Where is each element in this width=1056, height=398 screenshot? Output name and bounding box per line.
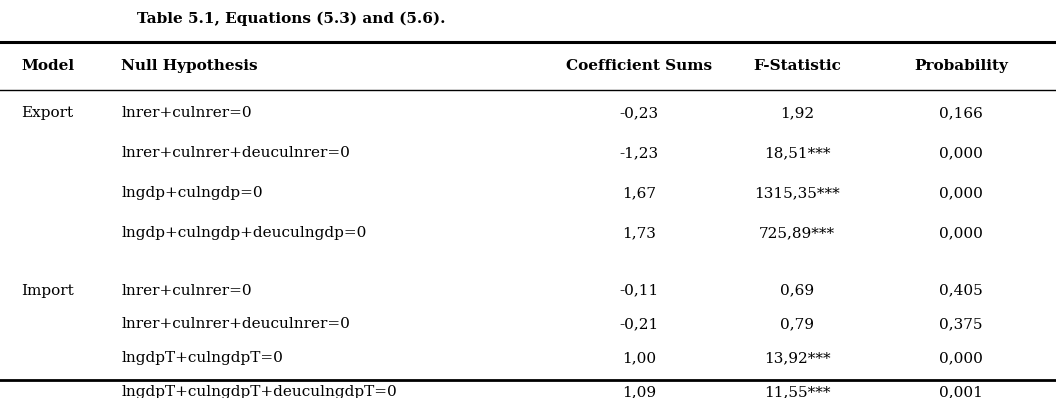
Text: 0,000: 0,000 bbox=[939, 186, 983, 200]
Text: lnrer+culnrer+deuculnrer=0: lnrer+culnrer+deuculnrer=0 bbox=[121, 146, 351, 160]
Text: 0,405: 0,405 bbox=[939, 283, 983, 298]
Text: 1,00: 1,00 bbox=[622, 351, 656, 365]
Text: 1315,35***: 1315,35*** bbox=[754, 186, 841, 200]
Text: 725,89***: 725,89*** bbox=[759, 226, 835, 240]
Text: Model: Model bbox=[21, 59, 74, 73]
Text: lngdpT+culngdpT=0: lngdpT+culngdpT=0 bbox=[121, 351, 283, 365]
Text: 0,000: 0,000 bbox=[939, 226, 983, 240]
Text: 0,001: 0,001 bbox=[939, 385, 983, 398]
Text: 1,09: 1,09 bbox=[622, 385, 656, 398]
Text: 1,73: 1,73 bbox=[622, 226, 656, 240]
Text: Probability: Probability bbox=[914, 59, 1007, 73]
Text: -1,23: -1,23 bbox=[619, 146, 659, 160]
Text: Table 5.1, Equations (5.3) and (5.6).: Table 5.1, Equations (5.3) and (5.6). bbox=[137, 12, 446, 26]
Text: lnrer+culnrer=0: lnrer+culnrer=0 bbox=[121, 283, 252, 298]
Text: lngdpT+culngdpT+deuculngdpT=0: lngdpT+culngdpT+deuculngdpT=0 bbox=[121, 385, 397, 398]
Text: -0,23: -0,23 bbox=[619, 106, 659, 121]
Text: -0,11: -0,11 bbox=[619, 283, 659, 298]
Text: Export: Export bbox=[21, 106, 73, 121]
Text: lnrer+culnrer+deuculnrer=0: lnrer+culnrer+deuculnrer=0 bbox=[121, 317, 351, 332]
Text: -0,21: -0,21 bbox=[619, 317, 659, 332]
Text: Coefficient Sums: Coefficient Sums bbox=[566, 59, 712, 73]
Text: 1,67: 1,67 bbox=[622, 186, 656, 200]
Text: 0,79: 0,79 bbox=[780, 317, 814, 332]
Text: 18,51***: 18,51*** bbox=[765, 146, 830, 160]
Text: Import: Import bbox=[21, 283, 74, 298]
Text: 13,92***: 13,92*** bbox=[763, 351, 831, 365]
Text: lngdp+culngdp=0: lngdp+culngdp=0 bbox=[121, 186, 263, 200]
Text: lngdp+culngdp+deuculngdp=0: lngdp+culngdp+deuculngdp=0 bbox=[121, 226, 366, 240]
Text: 0,000: 0,000 bbox=[939, 351, 983, 365]
Text: 0,69: 0,69 bbox=[780, 283, 814, 298]
Text: 1,92: 1,92 bbox=[780, 106, 814, 121]
Text: 0,166: 0,166 bbox=[939, 106, 983, 121]
Text: 0,000: 0,000 bbox=[939, 146, 983, 160]
Text: Null Hypothesis: Null Hypothesis bbox=[121, 59, 258, 73]
Text: lnrer+culnrer=0: lnrer+culnrer=0 bbox=[121, 106, 252, 121]
Text: F-Statistic: F-Statistic bbox=[753, 59, 842, 73]
Text: 0,375: 0,375 bbox=[939, 317, 983, 332]
Text: 11,55***: 11,55*** bbox=[765, 385, 830, 398]
